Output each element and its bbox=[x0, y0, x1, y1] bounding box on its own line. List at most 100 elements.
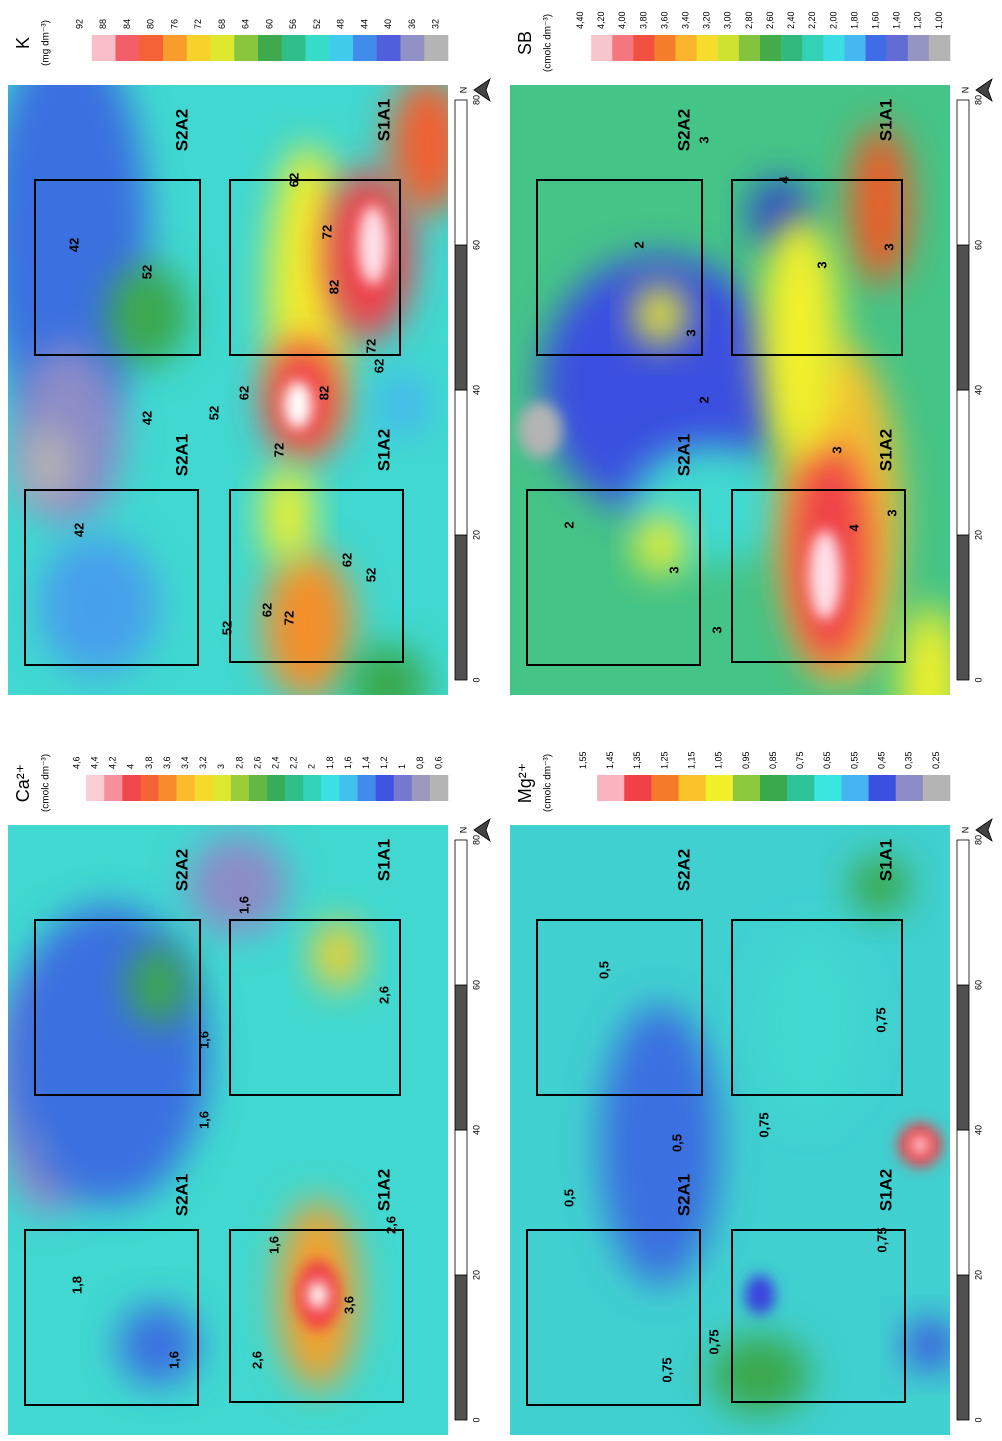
scale-label: 80 bbox=[973, 95, 983, 105]
contour-label: 82 bbox=[326, 280, 341, 294]
contour-label: 0,75 bbox=[706, 1329, 721, 1354]
legend-swatch bbox=[760, 775, 787, 801]
scale-label: 40 bbox=[973, 1125, 983, 1135]
contour-label: 1,6 bbox=[166, 1351, 181, 1369]
contour-label: 3 bbox=[881, 243, 896, 250]
legend-label: 32 bbox=[431, 19, 441, 29]
legend-label: 4,4 bbox=[90, 756, 100, 769]
legend-label: 4,40 bbox=[575, 11, 585, 29]
legend-label: 4,20 bbox=[596, 11, 606, 29]
legend-swatch bbox=[353, 35, 377, 61]
contour-label: 1,6 bbox=[236, 896, 251, 914]
legend-label: 1,25 bbox=[659, 751, 669, 769]
contour-label: 2 bbox=[631, 241, 646, 248]
contour-label: 4 bbox=[846, 524, 861, 532]
legend-label: 48 bbox=[336, 19, 346, 29]
legend-label: 84 bbox=[122, 19, 132, 29]
contour-zone bbox=[378, 375, 428, 435]
legend-label: 3,60 bbox=[659, 11, 669, 29]
legend-swatch bbox=[676, 35, 697, 61]
legend-swatch bbox=[104, 775, 122, 801]
legend-label: 1,15 bbox=[687, 751, 697, 769]
legend-label: 1,4 bbox=[361, 756, 371, 769]
legend-swatch bbox=[211, 35, 235, 61]
contour-label: 42 bbox=[139, 411, 154, 425]
scale-segment bbox=[455, 245, 467, 390]
legend-unit: (cmolc dm⁻³) bbox=[543, 754, 554, 812]
legend-label: 3,2 bbox=[198, 756, 208, 769]
contour-zone bbox=[905, 1320, 955, 1370]
north-label: N bbox=[458, 827, 468, 834]
legend-label: 0,65 bbox=[822, 751, 832, 769]
legend-swatch bbox=[651, 775, 678, 801]
legend-label: 0,8 bbox=[415, 756, 425, 769]
legend-label: 2,40 bbox=[786, 11, 796, 29]
plot-label: S1A2 bbox=[374, 1169, 393, 1212]
contour-label: 72 bbox=[271, 443, 286, 457]
legend-swatch bbox=[787, 775, 814, 801]
page: S2A2S1A1S2A1S1A2425262728272624252628272… bbox=[0, 0, 1002, 1441]
contour-label: 62 bbox=[339, 553, 354, 567]
legend-swatch bbox=[802, 35, 823, 61]
contour-zone bbox=[13, 345, 123, 525]
legend-swatch bbox=[139, 35, 163, 61]
scale-segment bbox=[957, 535, 969, 680]
contour-label: 0,75 bbox=[873, 1007, 888, 1032]
scale-label: 0 bbox=[471, 677, 481, 682]
legend-title: Mg²⁺ bbox=[515, 763, 535, 804]
scale-label: 80 bbox=[973, 835, 983, 845]
legend-swatch bbox=[624, 775, 651, 801]
legend-label: 4,6 bbox=[71, 756, 81, 769]
legend-swatch bbox=[285, 775, 303, 801]
scale-label: 40 bbox=[471, 385, 481, 395]
legend-label: 3,20 bbox=[702, 11, 712, 29]
legend-label: 0,75 bbox=[795, 751, 805, 769]
contour-label: 3,6 bbox=[341, 1296, 356, 1314]
legend-swatch bbox=[187, 35, 211, 61]
scale-label: 60 bbox=[471, 240, 481, 250]
contour-zone bbox=[518, 402, 562, 458]
legend-label: 36 bbox=[407, 19, 417, 29]
scale-segment bbox=[455, 1130, 467, 1275]
legend-label: 2,2 bbox=[289, 756, 299, 769]
legend-swatch bbox=[841, 775, 868, 801]
figure: S2A2S1A1S2A1S1A2425262728272624252628272… bbox=[0, 0, 1002, 1441]
legend-label: 4,00 bbox=[617, 11, 627, 29]
contour-label: 4 bbox=[776, 176, 791, 184]
scale-label: 20 bbox=[471, 1270, 481, 1280]
contour-label: 2 bbox=[561, 521, 576, 528]
scale-label: 60 bbox=[973, 240, 983, 250]
legend-label: 1 bbox=[397, 764, 407, 769]
legend-swatch bbox=[163, 35, 187, 61]
contour-label: 0,75 bbox=[756, 1112, 771, 1137]
legend-label: 2,00 bbox=[828, 11, 838, 29]
contour-zone bbox=[284, 381, 312, 429]
legend-swatch bbox=[781, 35, 802, 61]
legend-swatch bbox=[358, 775, 376, 801]
legend-swatch bbox=[158, 775, 176, 801]
contour-label: 72 bbox=[319, 225, 334, 239]
north-label: N bbox=[960, 827, 970, 834]
legend-label: 88 bbox=[98, 19, 108, 29]
contour-label: 1,6 bbox=[196, 1111, 211, 1129]
contour-zone bbox=[900, 605, 960, 765]
legend-label: 0,55 bbox=[849, 751, 859, 769]
legend-label: 3,8 bbox=[144, 756, 154, 769]
plot-label: S1A2 bbox=[876, 429, 895, 472]
scale-segment bbox=[957, 1130, 969, 1275]
contour-label: 72 bbox=[363, 339, 378, 353]
legend-label: 0,6 bbox=[433, 756, 443, 769]
scale-label: 20 bbox=[973, 1270, 983, 1280]
scale-segment bbox=[957, 100, 969, 245]
legend-label: 4,2 bbox=[108, 756, 118, 769]
legend-label: 44 bbox=[359, 19, 369, 29]
legend-swatch bbox=[908, 35, 929, 61]
legend-label: 1,20 bbox=[913, 11, 923, 29]
contour-zone bbox=[128, 945, 188, 1025]
legend-swatch bbox=[377, 35, 401, 61]
contour-zone bbox=[38, 535, 158, 675]
legend-swatch bbox=[697, 35, 718, 61]
legend-swatch bbox=[887, 35, 908, 61]
plot-label: S2A1 bbox=[172, 1174, 191, 1217]
